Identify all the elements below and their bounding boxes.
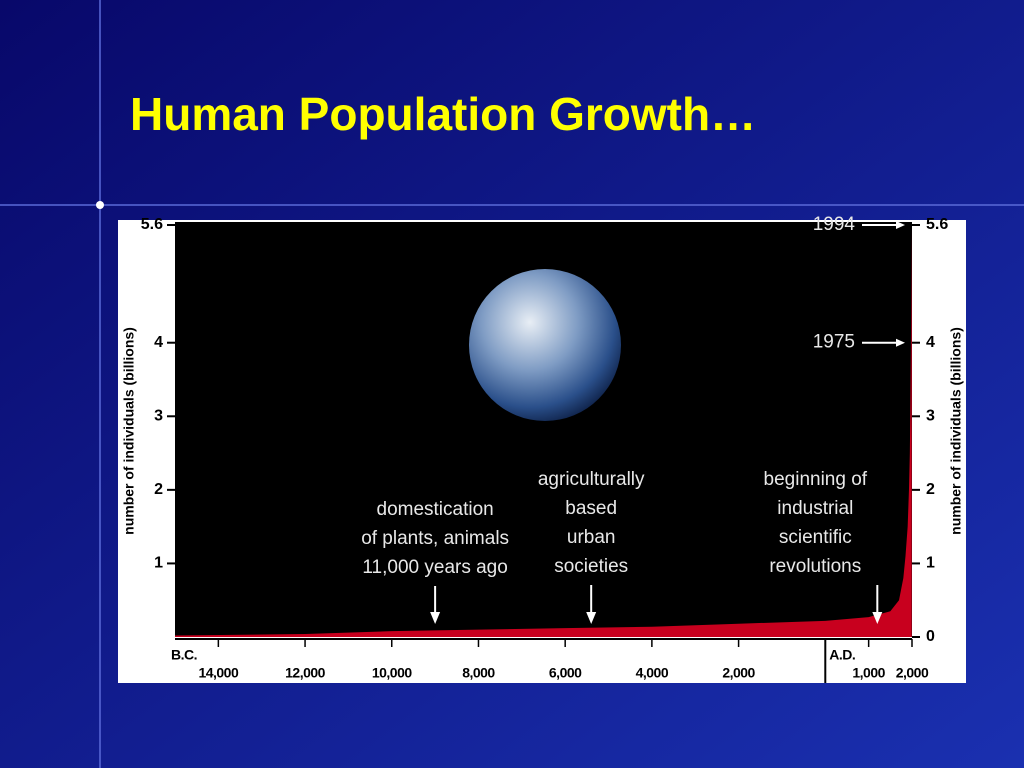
annotation: urban <box>567 527 616 548</box>
arrow-head <box>872 612 883 624</box>
y-tick-label: 0 <box>926 628 935 645</box>
annotation: based <box>565 498 617 519</box>
annotation: revolutions <box>769 556 861 577</box>
y-tick-label: 3 <box>926 408 935 425</box>
x-tick-label: 8,000 <box>462 665 495 681</box>
slide-title: Human Population Growth… <box>130 88 756 140</box>
annotation: scientific <box>779 527 852 548</box>
y-tick-label: 3 <box>154 408 163 425</box>
annotation: 11,000 years ago <box>362 557 507 578</box>
y-axis-label: number of individuals (billions) <box>948 327 964 535</box>
x-tick-label: 4,000 <box>636 665 669 681</box>
x-tick-label: 2,000 <box>722 665 755 681</box>
y-tick-label: 1 <box>154 555 163 572</box>
annotation: societies <box>554 556 628 577</box>
chart: 0 1 1 2 2 3 3 4 4 5.6 5.6 number of individuals (bi… <box>121 214 964 683</box>
y-tick-label: 4 <box>926 334 935 351</box>
annotation: industrial <box>777 498 853 519</box>
annotation: agriculturally <box>538 469 645 490</box>
annotation: domestication <box>377 499 494 520</box>
arrow-head <box>430 612 441 624</box>
x-tick-label: 1,000 <box>852 665 885 681</box>
earth-image <box>469 269 621 421</box>
y-tick-label: 4 <box>154 334 163 351</box>
decor-star <box>96 201 104 209</box>
arrow-head <box>896 221 905 229</box>
x-tick-label: 12,000 <box>285 665 326 681</box>
era-label: B.C. <box>171 647 197 663</box>
y-tick-label: 2 <box>154 481 163 498</box>
era-label: A.D. <box>829 647 855 663</box>
arrow-head <box>896 338 905 347</box>
y-tick-label: 5.6 <box>926 216 948 233</box>
y-tick-label: 5.6 <box>141 216 163 233</box>
y-tick-label: 2 <box>926 481 935 498</box>
x-tick-label: 2,000 <box>896 665 929 681</box>
y-tick-label: 1 <box>926 555 935 572</box>
x-tick-label: 6,000 <box>549 665 582 681</box>
x-tick-label: 10,000 <box>372 665 413 681</box>
annotation: of plants, animals <box>361 528 509 549</box>
year-marker: 1994 <box>813 214 856 235</box>
y-axis-label: number of individuals (billions) <box>121 327 137 535</box>
annotation: beginning of <box>764 469 868 490</box>
arrow-head <box>586 612 597 624</box>
x-tick-label: 14,000 <box>198 665 239 681</box>
year-marker: 1975 <box>813 332 855 353</box>
